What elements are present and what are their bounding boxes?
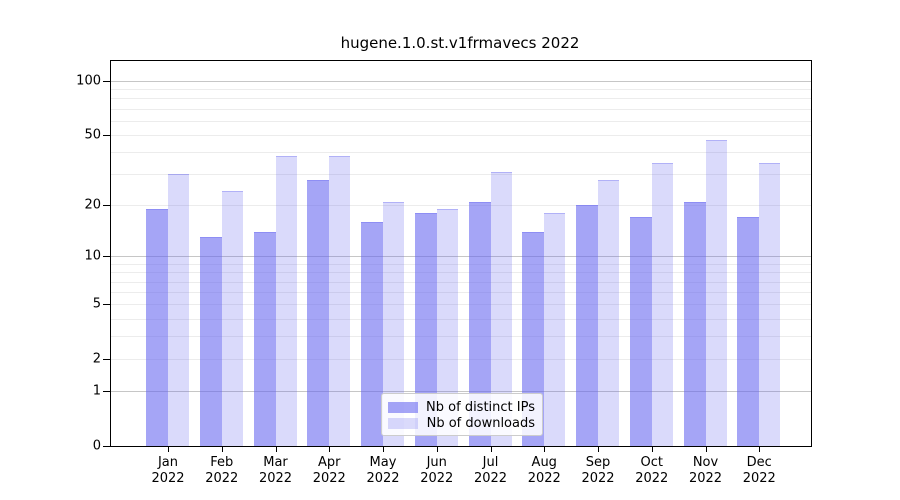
y-tick-50	[103, 135, 110, 136]
x-tick-feb	[221, 446, 223, 452]
legend-row-distinct-ips: Nb of distinct IPs	[388, 399, 535, 415]
bar-downloads-dec	[759, 162, 781, 446]
gridline-minor-8	[111, 272, 811, 274]
bar-ips-jul	[468, 201, 491, 446]
bar-downloads-nov	[705, 139, 727, 446]
gridline-minor-30	[111, 174, 811, 176]
x-tick-jun	[436, 446, 438, 452]
gridline-minor-2	[111, 359, 811, 361]
gridline-major-1	[111, 391, 811, 393]
bar-downloads-oct	[651, 162, 673, 446]
y-label-1: 1	[92, 383, 101, 399]
bar-downloads-mar	[275, 156, 297, 446]
x-label-dec: Dec 2022	[742, 455, 776, 486]
x-label-jan: Jan 2022	[151, 455, 185, 486]
gridline-minor-60	[111, 120, 811, 122]
x-label-oct: Oct 2022	[635, 455, 669, 486]
bar-ips-dec	[737, 217, 760, 446]
bar-ips-may	[361, 221, 383, 446]
bar-ips-jun	[414, 213, 437, 446]
bar-ips-feb	[199, 237, 222, 446]
x-label-nov: Nov 2022	[688, 455, 723, 486]
y-label-100: 100	[76, 73, 101, 89]
gridline-minor-20	[111, 205, 811, 207]
x-tick-may	[383, 446, 384, 452]
legend-swatch-downloads	[388, 417, 418, 429]
y-tick-1	[103, 391, 110, 393]
bar-downloads-sep	[598, 179, 619, 446]
x-label-jun: Jun 2022	[420, 455, 454, 486]
gridline-minor-3	[111, 336, 811, 338]
bar-ips-sep	[576, 205, 598, 446]
gridline-minor-80	[111, 98, 811, 100]
y-tick-0	[103, 446, 110, 447]
bar-downloads-jul	[490, 171, 512, 446]
y-label-10: 10	[84, 248, 101, 264]
x-tick-mar	[275, 446, 277, 452]
y-tick-5	[103, 304, 110, 306]
x-tick-dec	[759, 446, 761, 452]
legend-label-distinct-ips: Nb of distinct IPs	[426, 399, 535, 415]
bar-downloads-jan	[168, 174, 189, 446]
bar-downloads-may	[383, 201, 404, 446]
bar-downloads-apr	[329, 156, 351, 446]
y-tick-10	[103, 256, 110, 258]
x-label-may: May 2022	[366, 455, 400, 486]
legend-swatch-distinct-ips	[388, 401, 418, 413]
y-tick-2	[103, 359, 110, 361]
y-label-20: 20	[84, 197, 101, 213]
bar-ips-nov	[683, 201, 706, 446]
y-tick-20	[103, 205, 110, 207]
legend-label-downloads: Nb of downloads	[426, 415, 535, 431]
x-label-sep: Sep 2022	[581, 455, 615, 486]
x-tick-sep	[598, 446, 599, 452]
bar-ips-mar	[253, 231, 276, 446]
plot-area: Jan 2022 Feb 2022 Mar 2022 Apr 2022 May 2022 Jun 20…	[76, 60, 812, 486]
gridline-minor-5	[111, 304, 811, 306]
gridline-major-10	[111, 256, 811, 258]
x-label-apr: Apr 2022	[312, 455, 346, 486]
x-tick-aug	[544, 446, 546, 452]
x-label-feb: Feb 2022	[205, 455, 239, 486]
bar-downloads-aug	[544, 213, 566, 446]
gridline-minor-9	[111, 263, 811, 265]
x-tick-apr	[329, 446, 331, 452]
gridline-minor-7	[111, 281, 811, 283]
x-tick-jul	[490, 446, 492, 452]
y-tick-100	[103, 80, 110, 82]
chart-title: hugene.1.0.st.v1frmavecs 2022	[340, 34, 580, 52]
x-tick-nov	[705, 446, 707, 452]
bar-ips-oct	[629, 217, 652, 446]
y-label-5: 5	[92, 296, 101, 312]
gridline-minor-4	[111, 318, 811, 320]
bar-ips-jan	[146, 209, 168, 446]
gridline-major-100	[111, 80, 811, 82]
x-label-jul: Jul 2022	[473, 455, 508, 486]
y-label-0: 0	[92, 438, 101, 454]
gridline-minor-50	[111, 135, 811, 136]
bar-downloads-jun	[436, 209, 458, 446]
gridline-minor-70	[111, 108, 811, 110]
legend-row-downloads: Nb of downloads	[388, 415, 535, 431]
gridline-minor-6	[111, 292, 811, 294]
x-tick-jan	[168, 446, 169, 452]
bar-downloads-feb	[221, 191, 243, 446]
x-label-mar: Mar 2022	[258, 455, 293, 486]
bar-ips-apr	[307, 179, 330, 446]
y-label-2: 2	[92, 351, 101, 367]
y-label-50: 50	[84, 127, 101, 143]
bar-ips-aug	[522, 231, 545, 446]
legend: Nb of distinct IPs Nb of downloads	[381, 393, 543, 436]
x-label-aug: Aug 2022	[527, 455, 561, 486]
gridline-minor-90	[111, 89, 811, 91]
x-tick-oct	[651, 446, 653, 452]
gridline-minor-40	[111, 152, 811, 154]
